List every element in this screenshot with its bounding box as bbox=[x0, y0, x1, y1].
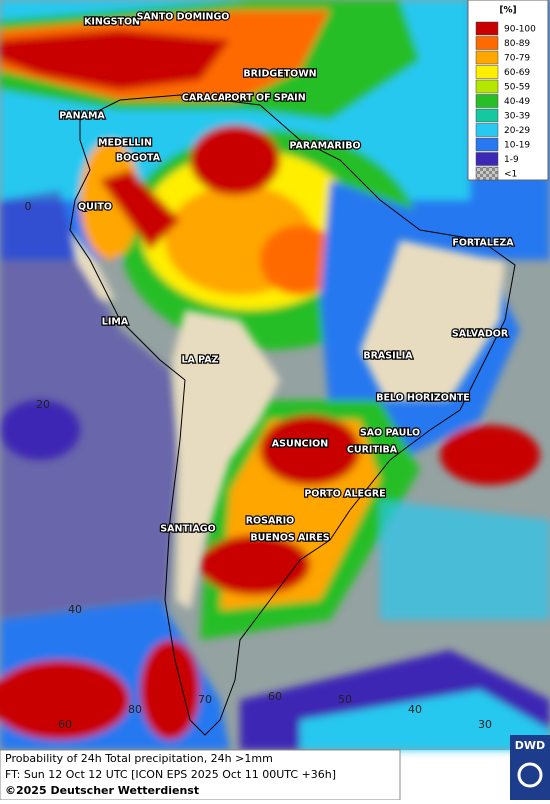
city-label: SANTO DOMINGO bbox=[137, 12, 230, 23]
city-label: PARAMARIBO bbox=[289, 141, 360, 152]
city-label: FORTALEZA bbox=[452, 238, 514, 249]
grid-label: 80 bbox=[128, 703, 142, 716]
logo-icon bbox=[517, 762, 543, 788]
city-label: SALVADOR bbox=[452, 329, 509, 340]
legend-label: 20-29 bbox=[504, 126, 530, 136]
grid-label: 70 bbox=[198, 693, 212, 706]
precip-field bbox=[0, 0, 550, 750]
legend-label: 70-79 bbox=[504, 54, 530, 64]
grid-label: 50 bbox=[338, 693, 352, 706]
city-label: PANAMA bbox=[59, 111, 105, 122]
footer-box bbox=[0, 749, 401, 801]
legend-label: 10-19 bbox=[504, 141, 530, 151]
logo-text: DWD bbox=[515, 739, 545, 752]
legend-swatch bbox=[475, 79, 499, 94]
logo-box bbox=[510, 735, 550, 800]
legend-label: 50-59 bbox=[504, 83, 530, 93]
legend-swatch bbox=[475, 50, 499, 65]
city-label: BUENOS AIRES bbox=[250, 533, 329, 544]
city-label: ROSARIO bbox=[246, 516, 295, 527]
city-label: PORTO ALEGRE bbox=[304, 489, 385, 500]
legend-label: 80-89 bbox=[504, 39, 530, 49]
grid-label: 20 bbox=[36, 398, 50, 411]
legend-label: 60-69 bbox=[504, 68, 530, 78]
legend-swatch bbox=[475, 166, 499, 181]
grid-label: 60 bbox=[268, 690, 282, 703]
legend-label: 40-49 bbox=[504, 97, 530, 107]
legend-swatch bbox=[475, 21, 499, 36]
city-label: PORT OF SPAIN bbox=[224, 93, 305, 104]
legend-swatch bbox=[475, 36, 499, 50]
legend: [%] 90-100 80-89 70-79 60-69 50-59 40-49 30-39… bbox=[467, 0, 549, 181]
city-label: BRIDGETOWN bbox=[243, 69, 316, 80]
grid-labels: 0 20 40 80 70 60 50 40 30 60 bbox=[25, 200, 493, 731]
legend-swatch bbox=[475, 108, 499, 123]
legend-title: [%] bbox=[499, 6, 516, 16]
city-label: KINGSTON bbox=[84, 17, 140, 28]
footer: Probability of 24h Total precipitation, … bbox=[0, 735, 550, 801]
city-label: BRASILIA bbox=[363, 351, 413, 362]
grid-label: 40 bbox=[68, 603, 82, 616]
city-label: SANTIAGO bbox=[160, 524, 215, 535]
legend-swatch bbox=[475, 123, 499, 137]
city-label: ASUNCION bbox=[272, 439, 328, 450]
city-label: LIMA bbox=[102, 317, 129, 328]
legend-label: 30-39 bbox=[504, 112, 530, 122]
grid-label: 40 bbox=[408, 703, 422, 716]
city-label: BELO HORIZONTE bbox=[376, 393, 470, 404]
city-label: CARACAS bbox=[182, 93, 232, 104]
city-label: LA PAZ bbox=[181, 355, 218, 366]
legend-label: 1-9 bbox=[504, 155, 519, 165]
city-label: QUITO bbox=[78, 202, 112, 213]
footer-line: ©2025 Deutscher Wetterdienst bbox=[5, 784, 199, 797]
legend-swatch bbox=[475, 65, 499, 79]
city-label: SAO PAULO bbox=[360, 428, 420, 439]
legend-label: 90-100 bbox=[504, 25, 536, 35]
footer-line: FT: Sun 12 Oct 12 UTC [ICON EPS 2025 Oct… bbox=[5, 768, 336, 781]
grid-label: 30 bbox=[478, 718, 492, 731]
coastline bbox=[69, 94, 516, 736]
legend-swatch bbox=[475, 94, 499, 108]
legend-label: <1 bbox=[504, 170, 517, 180]
city-label: MEDELLIN bbox=[98, 138, 152, 149]
grid-label: 60 bbox=[58, 718, 72, 731]
grid-label: 0 bbox=[25, 200, 32, 213]
city-label: BOGOTA bbox=[116, 153, 161, 164]
footer-line: Probability of 24h Total precipitation, … bbox=[5, 752, 273, 765]
city-label: CURITIBA bbox=[347, 445, 398, 456]
legend-swatch bbox=[475, 137, 499, 152]
legend-swatch bbox=[475, 152, 499, 166]
